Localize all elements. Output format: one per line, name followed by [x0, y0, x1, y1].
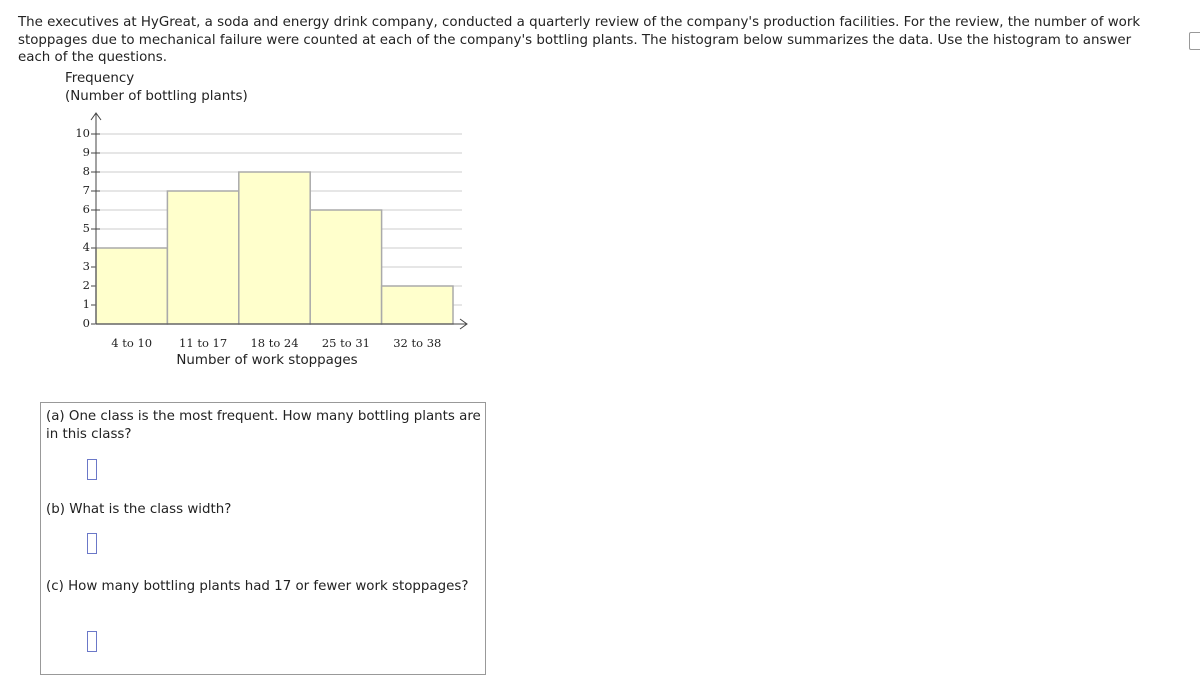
x-tick-label: 11 to 17	[179, 336, 227, 350]
y-tick-label: 4	[83, 240, 90, 254]
histogram: Frequency (Number of bottling plants) 0 1 2 3…	[65, 71, 468, 368]
x-tick-label: 4 to 10	[111, 336, 152, 350]
y-tick-label: 1	[83, 297, 90, 311]
y-axis-label: Frequency	[65, 71, 134, 86]
answer-input-c[interactable]	[87, 631, 97, 652]
x-axis-label: Number of work stoppages	[176, 353, 357, 368]
answer-input-a[interactable]	[87, 459, 97, 480]
y-tick-label: 3	[83, 259, 90, 273]
bar	[238, 171, 311, 325]
bar	[166, 190, 240, 325]
x-axis-arrow	[459, 318, 468, 330]
y-axis-arrow	[90, 112, 102, 121]
y-tick-label: 10	[75, 126, 90, 140]
y-tick-label: 2	[83, 278, 90, 292]
bar	[309, 209, 383, 325]
y-tick-label: 7	[83, 183, 90, 197]
question-a: (a) One class is the most frequent. How …	[46, 409, 481, 442]
x-tick-label: 25 to 31	[322, 336, 370, 350]
question-c: (c) How many bottling plants had 17 or f…	[46, 579, 469, 594]
y-tick-label: 6	[83, 202, 90, 216]
question-box: (a) One class is the most frequent. How …	[40, 402, 486, 675]
y-tick-label: 0	[83, 316, 90, 330]
y-axis-label: (Number of bottling plants)	[65, 89, 248, 104]
bar	[380, 285, 454, 325]
side-control[interactable]	[1189, 32, 1200, 50]
y-tick-label: 5	[83, 221, 90, 235]
answer-input-b[interactable]	[87, 533, 97, 554]
question-b: (b) What is the class width?	[46, 502, 232, 517]
bar	[95, 247, 169, 325]
x-tick-label: 18 to 24	[250, 336, 298, 350]
intro-text: The executives at HyGreat, a soda and en…	[18, 15, 1141, 65]
x-tick-label: 32 to 38	[393, 336, 441, 350]
y-tick-label: 9	[83, 145, 90, 159]
y-tick-label: 8	[83, 164, 90, 178]
